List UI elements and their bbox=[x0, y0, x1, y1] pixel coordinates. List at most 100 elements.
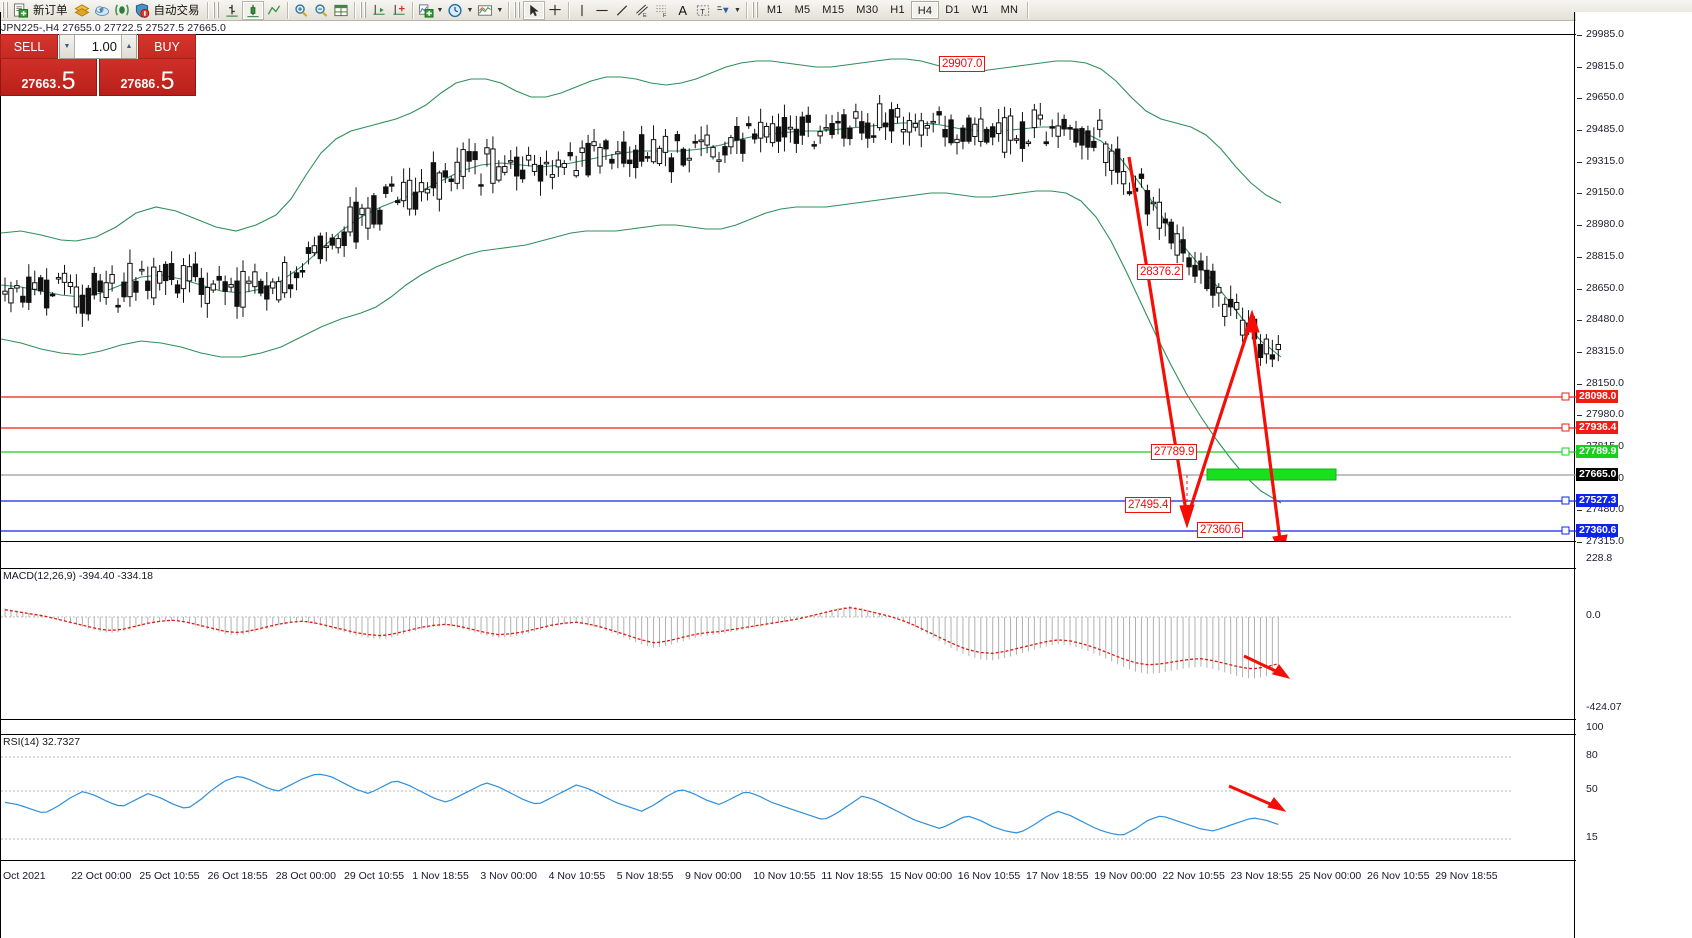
data-window-button[interactable] bbox=[331, 1, 351, 20]
timeframe-button-h4[interactable]: H4 bbox=[910, 1, 940, 19]
candle-body bbox=[1120, 171, 1127, 185]
macd-label: MACD(12,26,9) -394.40 -334.18 bbox=[3, 570, 153, 582]
rsi-pane[interactable]: RSI(14) 32.7327 bbox=[1, 734, 1576, 861]
text-tool-button[interactable]: A bbox=[672, 1, 693, 20]
macd-pane[interactable]: MACD(12,26,9) -394.40 -334.18 bbox=[1, 568, 1576, 720]
sell-button[interactable]: SELL bbox=[0, 34, 58, 59]
timeframe-button-h1[interactable]: H1 bbox=[890, 4, 905, 16]
indicators-button[interactable]: ▼ bbox=[416, 1, 446, 20]
chart-annotation-28376-2[interactable]: 28376.2 bbox=[1137, 264, 1184, 280]
price-chart-pane[interactable]: 29907.0 28376.2 27789.9 27495.4 27360.6 bbox=[1, 34, 1576, 542]
vertical-line-tool-button[interactable] bbox=[572, 1, 592, 20]
sell-price-display[interactable]: 27663 . 5 bbox=[0, 59, 97, 96]
candle-body bbox=[930, 120, 936, 124]
line-chart-button[interactable] bbox=[264, 1, 284, 20]
price-axis[interactable]: 29985.0 29815.0 29650.0 29485.0 29315.0 29150… bbox=[1576, 12, 1692, 938]
chart-annotation-27789-9[interactable]: 27789.9 bbox=[1151, 444, 1198, 460]
download-history-button[interactable] bbox=[92, 1, 112, 20]
horizontal-line-tool-button[interactable] bbox=[592, 1, 612, 20]
price-tag-27789-9[interactable]: 27789.9 bbox=[1576, 445, 1619, 458]
candlestick-chart-button[interactable] bbox=[241, 0, 264, 20]
auto-trading-button[interactable]: 自动交易 bbox=[132, 1, 204, 20]
period-caret-icon[interactable]: ▼ bbox=[466, 6, 474, 14]
chart-annotation-27495-4[interactable]: 27495.4 bbox=[1125, 497, 1172, 513]
candle-body bbox=[454, 161, 460, 184]
equidistant-channel-button[interactable]: E bbox=[632, 1, 652, 20]
candle-body bbox=[228, 284, 234, 288]
level-handle[interactable] bbox=[1561, 392, 1570, 401]
market-watch-button[interactable] bbox=[112, 1, 132, 20]
chart-annotation-27360-6[interactable]: 27360.6 bbox=[1197, 522, 1244, 538]
candle-body bbox=[692, 141, 698, 144]
timeframe-button-d1[interactable]: D1 bbox=[945, 4, 960, 16]
chart-frame: 29907.0 28376.2 27789.9 27495.4 27360.6 MACD… bbox=[0, 12, 1576, 938]
volume-decrease-icon[interactable]: ▼ bbox=[60, 35, 75, 58]
arrows-caret-icon[interactable]: ▼ bbox=[733, 6, 741, 14]
candle-body bbox=[621, 141, 627, 164]
timeframe-button-m1[interactable]: M1 bbox=[766, 4, 783, 16]
timeframe-button-m30[interactable]: M30 bbox=[856, 4, 879, 16]
candle-body bbox=[698, 139, 704, 143]
macd-trend-arrow[interactable] bbox=[1243, 654, 1291, 679]
toolbar-grip-5[interactable] bbox=[751, 2, 758, 18]
templates-caret-icon[interactable]: ▼ bbox=[496, 6, 504, 14]
volume-input[interactable]: 1.00 bbox=[91, 39, 117, 54]
cursor-tool-button[interactable] bbox=[523, 0, 546, 20]
candle-body bbox=[406, 179, 413, 210]
trendline-tool-button[interactable] bbox=[612, 1, 632, 20]
timeframe-button-w1[interactable]: W1 bbox=[971, 4, 989, 16]
price-tag-27936-4[interactable]: 27936.4 bbox=[1576, 421, 1619, 434]
templates-menu-button[interactable]: ▼ bbox=[475, 1, 505, 20]
time-tick-label: 25 Oct 10:55 bbox=[139, 870, 200, 882]
toolbar-grip[interactable] bbox=[2, 2, 8, 18]
indicators-caret-icon[interactable]: ▼ bbox=[436, 6, 444, 14]
level-handle[interactable] bbox=[1561, 423, 1570, 432]
crosshair-tool-button[interactable] bbox=[545, 1, 565, 20]
buy-button[interactable]: BUY bbox=[138, 34, 196, 59]
toolbar-grip-3[interactable] bbox=[359, 2, 366, 18]
one-click-trading-panel[interactable]: SELL ▼ 1.00 ▲ BUY 27663 . 5 27686 . 5 bbox=[0, 34, 196, 96]
candle-body bbox=[585, 142, 591, 176]
zoom-out-button[interactable] bbox=[311, 1, 331, 20]
fibonacci-tool-button[interactable]: F bbox=[652, 1, 672, 20]
candle-body bbox=[323, 245, 330, 248]
bar-chart-button[interactable] bbox=[222, 1, 242, 20]
toolbar-separator-5 bbox=[508, 1, 510, 19]
cloud-icon bbox=[94, 5, 109, 16]
timeframe-button-m15[interactable]: M15 bbox=[822, 4, 845, 16]
period-button[interactable]: ▼ bbox=[445, 1, 475, 20]
level-handle[interactable] bbox=[1561, 447, 1570, 456]
volume-increase-icon[interactable]: ▲ bbox=[121, 35, 136, 58]
volume-stepper[interactable]: ▼ 1.00 ▲ bbox=[59, 34, 137, 59]
price-tag-28098-0[interactable]: 28098.0 bbox=[1576, 390, 1619, 403]
candle-body bbox=[924, 124, 930, 129]
candle-body bbox=[127, 262, 133, 298]
templates-button[interactable] bbox=[72, 1, 92, 20]
candle-body bbox=[900, 128, 907, 133]
time-tick-label: 1 Nov 18:55 bbox=[412, 870, 469, 882]
candle-body bbox=[347, 206, 353, 233]
text-label-tool-button[interactable]: T bbox=[693, 1, 713, 20]
toolbar-grip-4[interactable] bbox=[514, 2, 521, 18]
timeframe-button-m5[interactable]: M5 bbox=[794, 4, 811, 16]
horizontal-level-lines[interactable] bbox=[1, 392, 1576, 535]
timeframe-button-mn[interactable]: MN bbox=[1000, 4, 1019, 16]
candle-body bbox=[20, 295, 26, 303]
candle-body bbox=[674, 134, 681, 142]
level-handle[interactable] bbox=[1561, 526, 1570, 535]
toolbar-grip-2[interactable] bbox=[212, 2, 219, 18]
candle-body bbox=[97, 280, 103, 293]
zoom-in-button[interactable] bbox=[291, 1, 311, 20]
rsi-trend-arrow[interactable] bbox=[1228, 784, 1287, 812]
trend-arrow-group[interactable] bbox=[1127, 156, 1288, 542]
buy-price-display[interactable]: 27686 . 5 bbox=[99, 59, 196, 96]
auto-scroll-button[interactable] bbox=[389, 1, 409, 20]
price-tag-27527-3[interactable]: 27527.3 bbox=[1576, 494, 1619, 507]
new-order-button[interactable]: 新订单 bbox=[11, 1, 72, 20]
price-tag-27360-6[interactable]: 27360.6 bbox=[1576, 524, 1619, 537]
arrows-tool-button[interactable]: ▼ bbox=[713, 1, 743, 20]
shift-chart-button[interactable] bbox=[369, 1, 389, 20]
chart-annotation-29907-0[interactable]: 29907.0 bbox=[939, 56, 986, 72]
price-tag-27665-0[interactable]: 27665.0 bbox=[1576, 468, 1619, 481]
level-handle[interactable] bbox=[1561, 496, 1570, 505]
